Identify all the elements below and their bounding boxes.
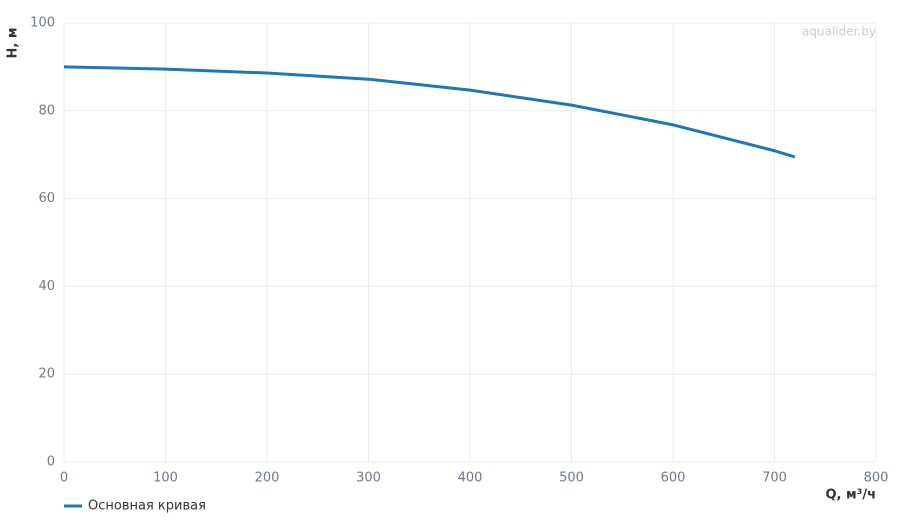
x-tick-label: 400 bbox=[458, 471, 483, 486]
data-line bbox=[63, 65, 796, 159]
y-tick-label: 80 bbox=[38, 103, 55, 118]
watermark: aqualider.by bbox=[802, 25, 876, 39]
x-tick-label: 200 bbox=[255, 471, 280, 486]
x-tick-label: 300 bbox=[356, 471, 381, 486]
x-axis-title: Q, м³/ч bbox=[825, 488, 876, 503]
y-tick-label: 0 bbox=[47, 455, 55, 470]
y-tick-label: 100 bbox=[30, 16, 55, 31]
x-tick-label: 600 bbox=[661, 471, 686, 486]
legend-label: Основная кривая bbox=[88, 499, 206, 514]
y-axis-title: H, м bbox=[6, 28, 21, 59]
x-tick-label: 700 bbox=[762, 471, 787, 486]
y-tick-label: 60 bbox=[38, 191, 55, 206]
x-tick-label: 100 bbox=[153, 471, 178, 486]
x-tick-label: 800 bbox=[864, 471, 889, 486]
y-tick-label: 20 bbox=[38, 367, 55, 382]
x-tick-label: 500 bbox=[559, 471, 584, 486]
y-tick-label: 40 bbox=[38, 279, 55, 294]
x-tick-label: 0 bbox=[60, 471, 68, 486]
